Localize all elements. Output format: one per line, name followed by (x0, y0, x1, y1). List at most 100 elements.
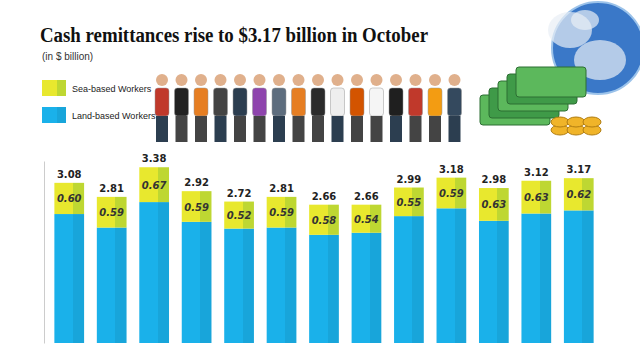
bar (267, 228, 297, 343)
segment-label: 0.59 (184, 202, 209, 213)
bar (139, 167, 169, 202)
segment-label: 0.59 (269, 207, 294, 218)
worker-head (273, 74, 285, 86)
series-1 (54, 167, 593, 235)
legend-label: Sea-based Workers (72, 84, 152, 94)
worker-legs (371, 116, 383, 142)
bar (182, 191, 212, 222)
worker-body (409, 88, 423, 116)
series-0 (54, 202, 593, 343)
worker-head (351, 74, 363, 86)
segment-label: 0.59 (439, 188, 464, 199)
worker-head (215, 74, 227, 86)
worker-head (293, 74, 305, 86)
bar (394, 216, 424, 343)
total-label: 2.98 (482, 174, 507, 185)
worker-body (331, 88, 345, 116)
segment-label: 0.55 (397, 197, 422, 208)
worker-legs (332, 116, 344, 142)
worker-head (410, 74, 422, 86)
bar (564, 178, 594, 210)
y-axis-line (44, 162, 45, 344)
worker-body (292, 88, 306, 116)
worker-legs (410, 116, 422, 142)
bar (54, 214, 84, 343)
worker-legs (312, 116, 324, 142)
worker-body (194, 88, 208, 116)
bar (352, 205, 382, 233)
worker-legs (195, 116, 207, 142)
chart: Cash remittances rise to $3.17 billion i… (0, 0, 640, 360)
bar (479, 188, 509, 221)
decoration (155, 2, 640, 142)
worker-legs (390, 116, 402, 142)
worker-head (371, 74, 383, 86)
total-label: 3.17 (566, 164, 591, 175)
y-axis (44, 162, 45, 344)
segment-label: 0.63 (482, 199, 507, 210)
worker-legs (234, 116, 246, 142)
segment-label: 0.54 (354, 214, 379, 225)
bar (309, 205, 339, 235)
total-label: 3.38 (142, 153, 167, 164)
worker-body (428, 88, 442, 116)
worker-head (254, 74, 266, 86)
coin (551, 117, 569, 127)
worker-body (175, 88, 189, 116)
worker-head (390, 74, 402, 86)
worker-body (272, 88, 286, 116)
worker-legs (449, 116, 461, 142)
worker-legs (351, 116, 363, 142)
total-label: 2.72 (227, 188, 252, 199)
bar (224, 229, 254, 343)
bar (97, 228, 127, 343)
total-label: 2.81 (269, 183, 294, 194)
data-labels: 0.600.590.670.590.520.590.580.540.550.59… (57, 153, 591, 226)
worker-body (448, 88, 462, 116)
total-label: 3.18 (439, 164, 464, 175)
worker-body (389, 88, 403, 116)
worker-body (350, 88, 364, 116)
segment-label: 0.58 (312, 215, 337, 226)
worker-body (233, 88, 247, 116)
worker-head (195, 74, 207, 86)
worker-body (311, 88, 325, 116)
worker-legs (176, 116, 188, 142)
coin (583, 117, 601, 127)
worker-head (156, 74, 168, 86)
worker-legs (156, 116, 168, 142)
worker-body (253, 88, 267, 116)
total-label: 2.66 (312, 191, 337, 202)
worker-legs (254, 116, 266, 142)
worker-head (312, 74, 324, 86)
worker-head (449, 74, 461, 86)
total-label: 3.12 (524, 167, 549, 178)
bar (54, 183, 84, 214)
total-label: 3.08 (57, 169, 82, 180)
segment-label: 0.52 (227, 210, 252, 221)
globe-land (571, 10, 599, 30)
bar (267, 197, 297, 228)
bar (479, 221, 509, 343)
legend-label: Land-based Workers (72, 111, 156, 121)
total-label: 2.92 (184, 177, 209, 188)
bar (394, 188, 424, 217)
worker-body (370, 88, 384, 116)
title: Cash remittances rise to $3.17 billion i… (40, 24, 428, 46)
bar (521, 181, 551, 214)
total-label: 2.81 (99, 183, 124, 194)
bar (352, 233, 382, 343)
worker-head (176, 74, 188, 86)
bar (97, 197, 127, 228)
bar (224, 202, 254, 229)
bar (521, 214, 551, 343)
segment-label: 0.59 (99, 207, 124, 218)
bar (139, 202, 169, 343)
worker-body (155, 88, 169, 116)
worker-head (234, 74, 246, 86)
subtitle: (in $ billion) (42, 51, 93, 62)
bar (437, 208, 467, 343)
worker-legs (293, 116, 305, 142)
worker-head (332, 74, 344, 86)
worker-legs (215, 116, 227, 142)
